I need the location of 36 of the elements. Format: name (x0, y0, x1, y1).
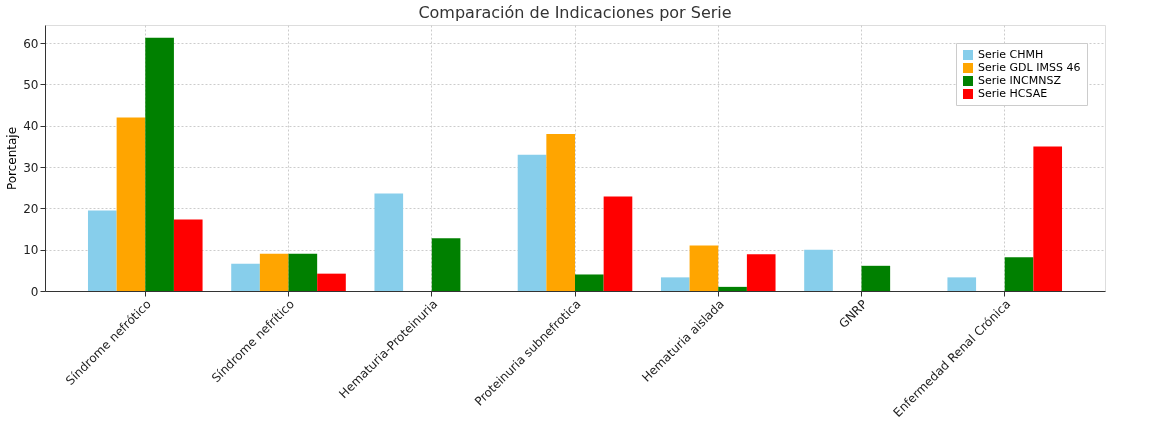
bar (603, 196, 633, 291)
bar (689, 245, 719, 291)
y-tick-label: 0 (30, 284, 39, 299)
legend-label: Serie CHMH (978, 48, 1044, 61)
bar (804, 249, 833, 291)
bar (288, 253, 318, 291)
bar (718, 286, 747, 291)
y-tick-label: 30 (23, 160, 39, 175)
bar (259, 253, 289, 291)
bar (947, 277, 977, 291)
bar (317, 273, 346, 291)
bar (746, 254, 776, 291)
y-tick-label: 20 (23, 201, 39, 216)
bar (546, 134, 575, 291)
y-axis-title: Porcentaje (5, 126, 20, 191)
bar (1033, 146, 1063, 291)
legend-label: Serie GDL IMSS 46 (978, 61, 1081, 74)
bar (116, 117, 146, 291)
bar (173, 219, 203, 291)
bar (145, 37, 174, 291)
y-tick-label: 50 (23, 77, 39, 92)
bar (660, 277, 690, 291)
bar (861, 265, 891, 291)
y-tick-label: 60 (23, 36, 39, 51)
bar (517, 154, 547, 291)
bar (431, 238, 461, 291)
bar (575, 274, 604, 291)
bar (87, 210, 117, 291)
legend-label: Serie HCSAE (978, 87, 1048, 100)
bar (231, 263, 260, 291)
y-tick-label: 10 (23, 243, 39, 258)
chart-title: Comparación de Indicaciones por Serie (418, 3, 732, 22)
y-tick-label: 40 (23, 119, 39, 134)
legend-label: Serie INCMNSZ (978, 74, 1062, 87)
bar (374, 193, 404, 291)
bar (1004, 257, 1034, 291)
